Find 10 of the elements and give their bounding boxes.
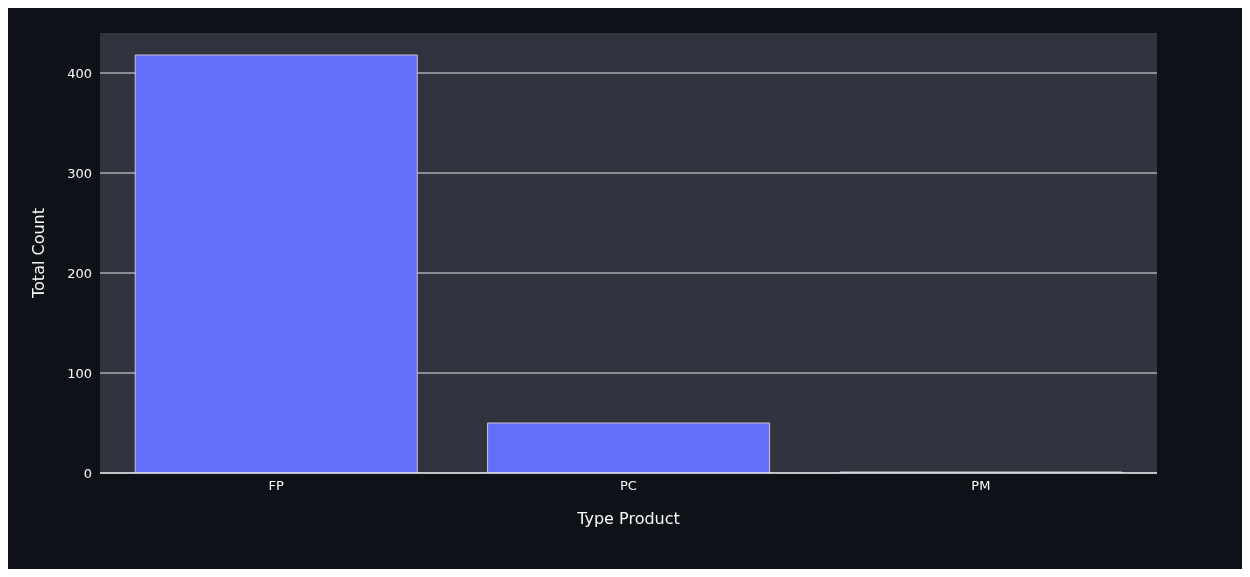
x-axis-title: Type Product <box>576 509 680 529</box>
y-axis-title: Total Count <box>28 208 48 299</box>
x-tick-label: PC <box>620 478 637 494</box>
y-tick-label: 400 <box>67 65 92 81</box>
y-tick-label: 200 <box>67 265 92 281</box>
x-tick-label: PM <box>971 478 991 494</box>
y-tick-label: 0 <box>83 465 92 481</box>
y-tick-label: 100 <box>67 365 92 381</box>
y-tick-label: 300 <box>67 165 92 181</box>
x-tick-label: FP <box>268 478 284 494</box>
